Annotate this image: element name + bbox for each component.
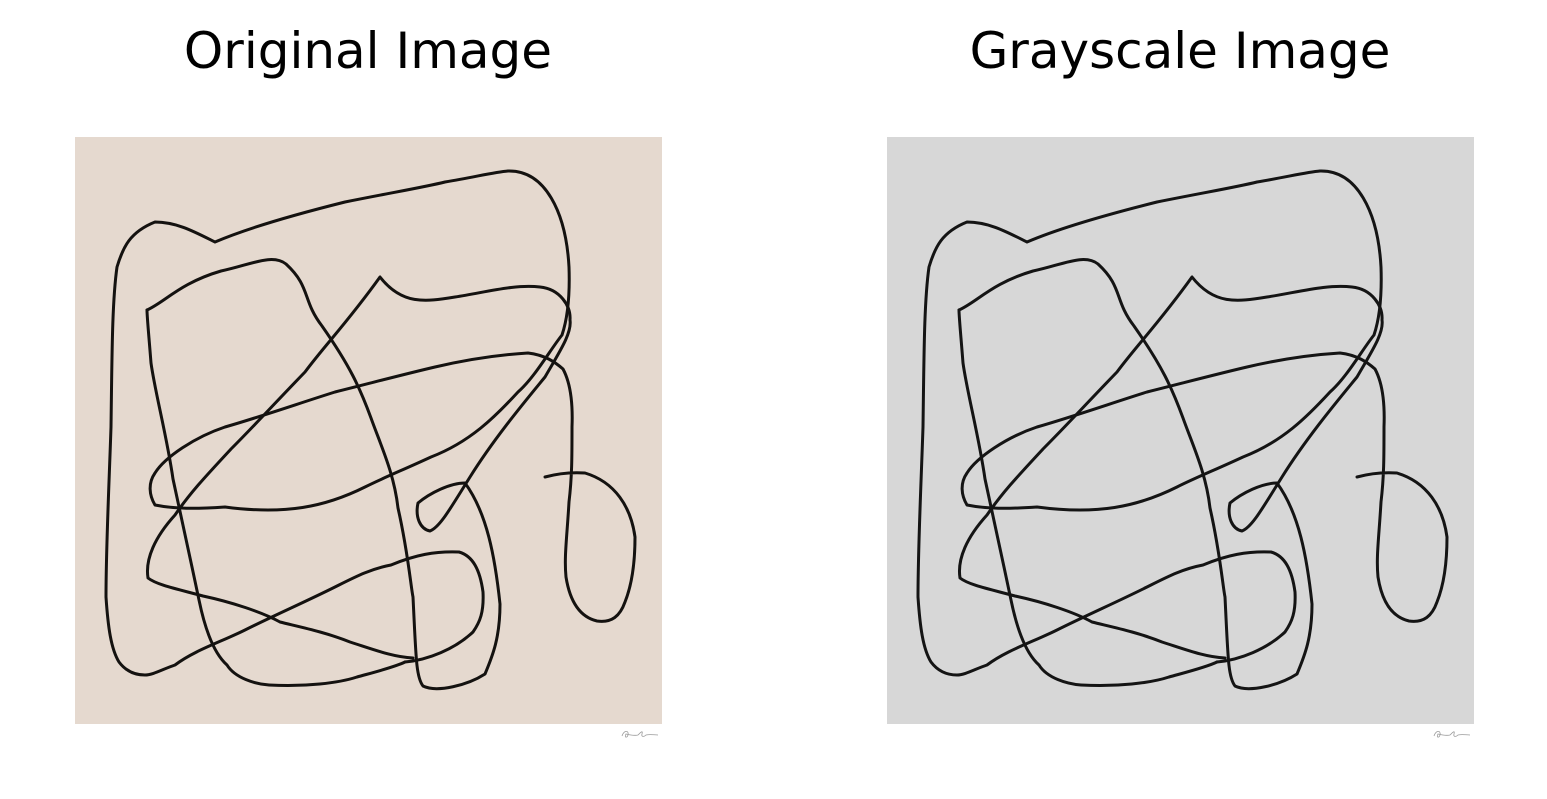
signature-right [1433,730,1471,738]
panel-title-grayscale: Grayscale Image [969,22,1391,80]
panel-title-original: Original Image [183,22,553,80]
grayscale-line-art [887,137,1474,724]
original-line-art [75,137,662,724]
original-image-panel [75,137,662,724]
grayscale-image-panel [887,137,1474,724]
signature-left [621,730,659,738]
